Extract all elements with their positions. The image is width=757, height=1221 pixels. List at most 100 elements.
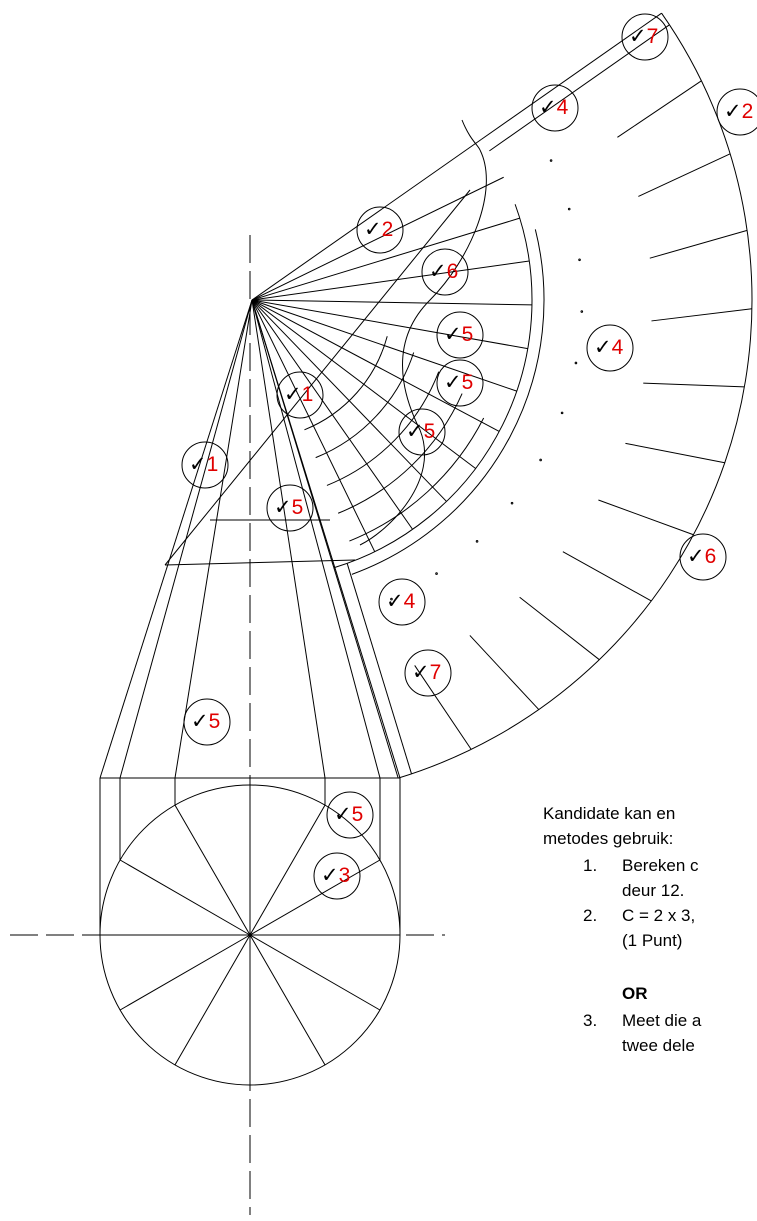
mark-label: ✓5 (334, 802, 363, 827)
mark-number: 4 (557, 96, 569, 119)
dot (436, 573, 438, 575)
mark-number: 6 (705, 545, 717, 568)
check: ✓ (539, 96, 557, 119)
line (625, 443, 724, 462)
note-text: OR (622, 984, 648, 1004)
mark-number: 2 (742, 100, 754, 123)
dot (511, 502, 513, 504)
mark-label: ✓6 (687, 544, 716, 569)
check: ✓ (429, 260, 447, 283)
mark-number: 3 (339, 864, 351, 887)
dot (581, 311, 583, 313)
check: ✓ (687, 545, 705, 568)
line (250, 805, 325, 935)
check: ✓ (386, 590, 404, 613)
check: ✓ (334, 803, 352, 826)
mark-number: 6 (447, 260, 459, 283)
note-text: twee dele (622, 1036, 695, 1056)
note-text: 3. (583, 1011, 597, 1031)
line (651, 309, 751, 321)
line (252, 300, 375, 552)
line (175, 935, 250, 1065)
check: ✓ (444, 323, 462, 346)
mark-number: 5 (462, 371, 474, 394)
mark-label: ✓6 (429, 259, 458, 284)
check: ✓ (724, 100, 742, 123)
check: ✓ (406, 420, 424, 443)
line (252, 300, 532, 305)
line (638, 154, 730, 197)
note-text: Kandidate kan en (543, 804, 675, 824)
line (598, 500, 693, 535)
dot (550, 160, 552, 162)
mark-label: ✓2 (364, 217, 393, 242)
cut-curve (462, 120, 480, 150)
line (252, 300, 334, 568)
mark-number: 5 (424, 420, 436, 443)
mark-label: ✓7 (412, 660, 441, 685)
check: ✓ (321, 864, 339, 887)
note-text: Meet die a (622, 1011, 701, 1031)
line (252, 261, 529, 300)
dot (561, 412, 563, 414)
note-text: 2. (583, 906, 597, 926)
mark-label: ✓7 (629, 24, 658, 49)
mark-label: ✓4 (539, 95, 568, 120)
mark-label: ✓5 (274, 495, 303, 520)
line (165, 560, 355, 565)
mark-label: ✓5 (444, 370, 473, 395)
note-text: deur 12. (622, 881, 684, 901)
line (252, 300, 325, 778)
note-text: C = 2 x 3, (622, 906, 695, 926)
line (120, 860, 250, 935)
line (252, 300, 380, 778)
check: ✓ (189, 453, 207, 476)
mark-number: 1 (302, 383, 314, 406)
mark-number: 1 (207, 453, 219, 476)
mark-label: ✓2 (724, 99, 753, 124)
line (250, 935, 325, 1065)
arc (398, 13, 752, 778)
line (252, 300, 447, 501)
mark-number: 4 (612, 336, 624, 359)
note-text: 1. (583, 856, 597, 876)
mark-number: 5 (352, 803, 364, 826)
mark-label: ✓5 (444, 322, 473, 347)
mark-number: 5 (209, 710, 221, 733)
line (617, 81, 701, 137)
line (563, 552, 651, 601)
mark-number: 2 (382, 218, 394, 241)
line (175, 805, 250, 935)
dot (540, 459, 542, 461)
mark-label: ✓4 (386, 589, 415, 614)
mark-label: ✓1 (284, 382, 313, 407)
arc (316, 353, 414, 458)
check: ✓ (594, 336, 612, 359)
line (520, 597, 600, 659)
line (470, 635, 539, 709)
check: ✓ (191, 710, 209, 733)
dot (579, 259, 581, 261)
mark-number: 5 (292, 496, 304, 519)
note-text: Bereken c (622, 856, 699, 876)
mark-label: ✓5 (406, 419, 435, 444)
mark-number: 5 (462, 323, 474, 346)
check: ✓ (284, 383, 302, 406)
mark-label: ✓1 (189, 452, 218, 477)
line (100, 300, 252, 778)
mark-label: ✓3 (321, 863, 350, 888)
check: ✓ (412, 661, 430, 684)
check: ✓ (629, 25, 647, 48)
line (250, 935, 380, 1010)
note-text: (1 Punt) (622, 931, 682, 951)
dot (476, 541, 478, 543)
check: ✓ (274, 496, 292, 519)
dot (575, 362, 577, 364)
mark-number: 7 (430, 661, 442, 684)
line (643, 383, 744, 387)
mark-label: ✓5 (191, 709, 220, 734)
line (165, 190, 470, 565)
dot (568, 208, 570, 210)
mark-number: 7 (647, 25, 659, 48)
